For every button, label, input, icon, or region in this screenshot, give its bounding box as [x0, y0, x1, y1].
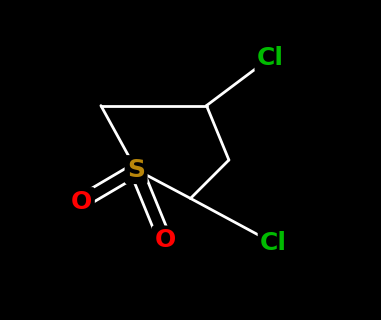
Text: S: S	[127, 158, 145, 182]
Text: Cl: Cl	[260, 231, 287, 255]
Text: O: O	[154, 228, 176, 252]
Text: Cl: Cl	[257, 46, 284, 70]
Text: O: O	[71, 189, 92, 214]
